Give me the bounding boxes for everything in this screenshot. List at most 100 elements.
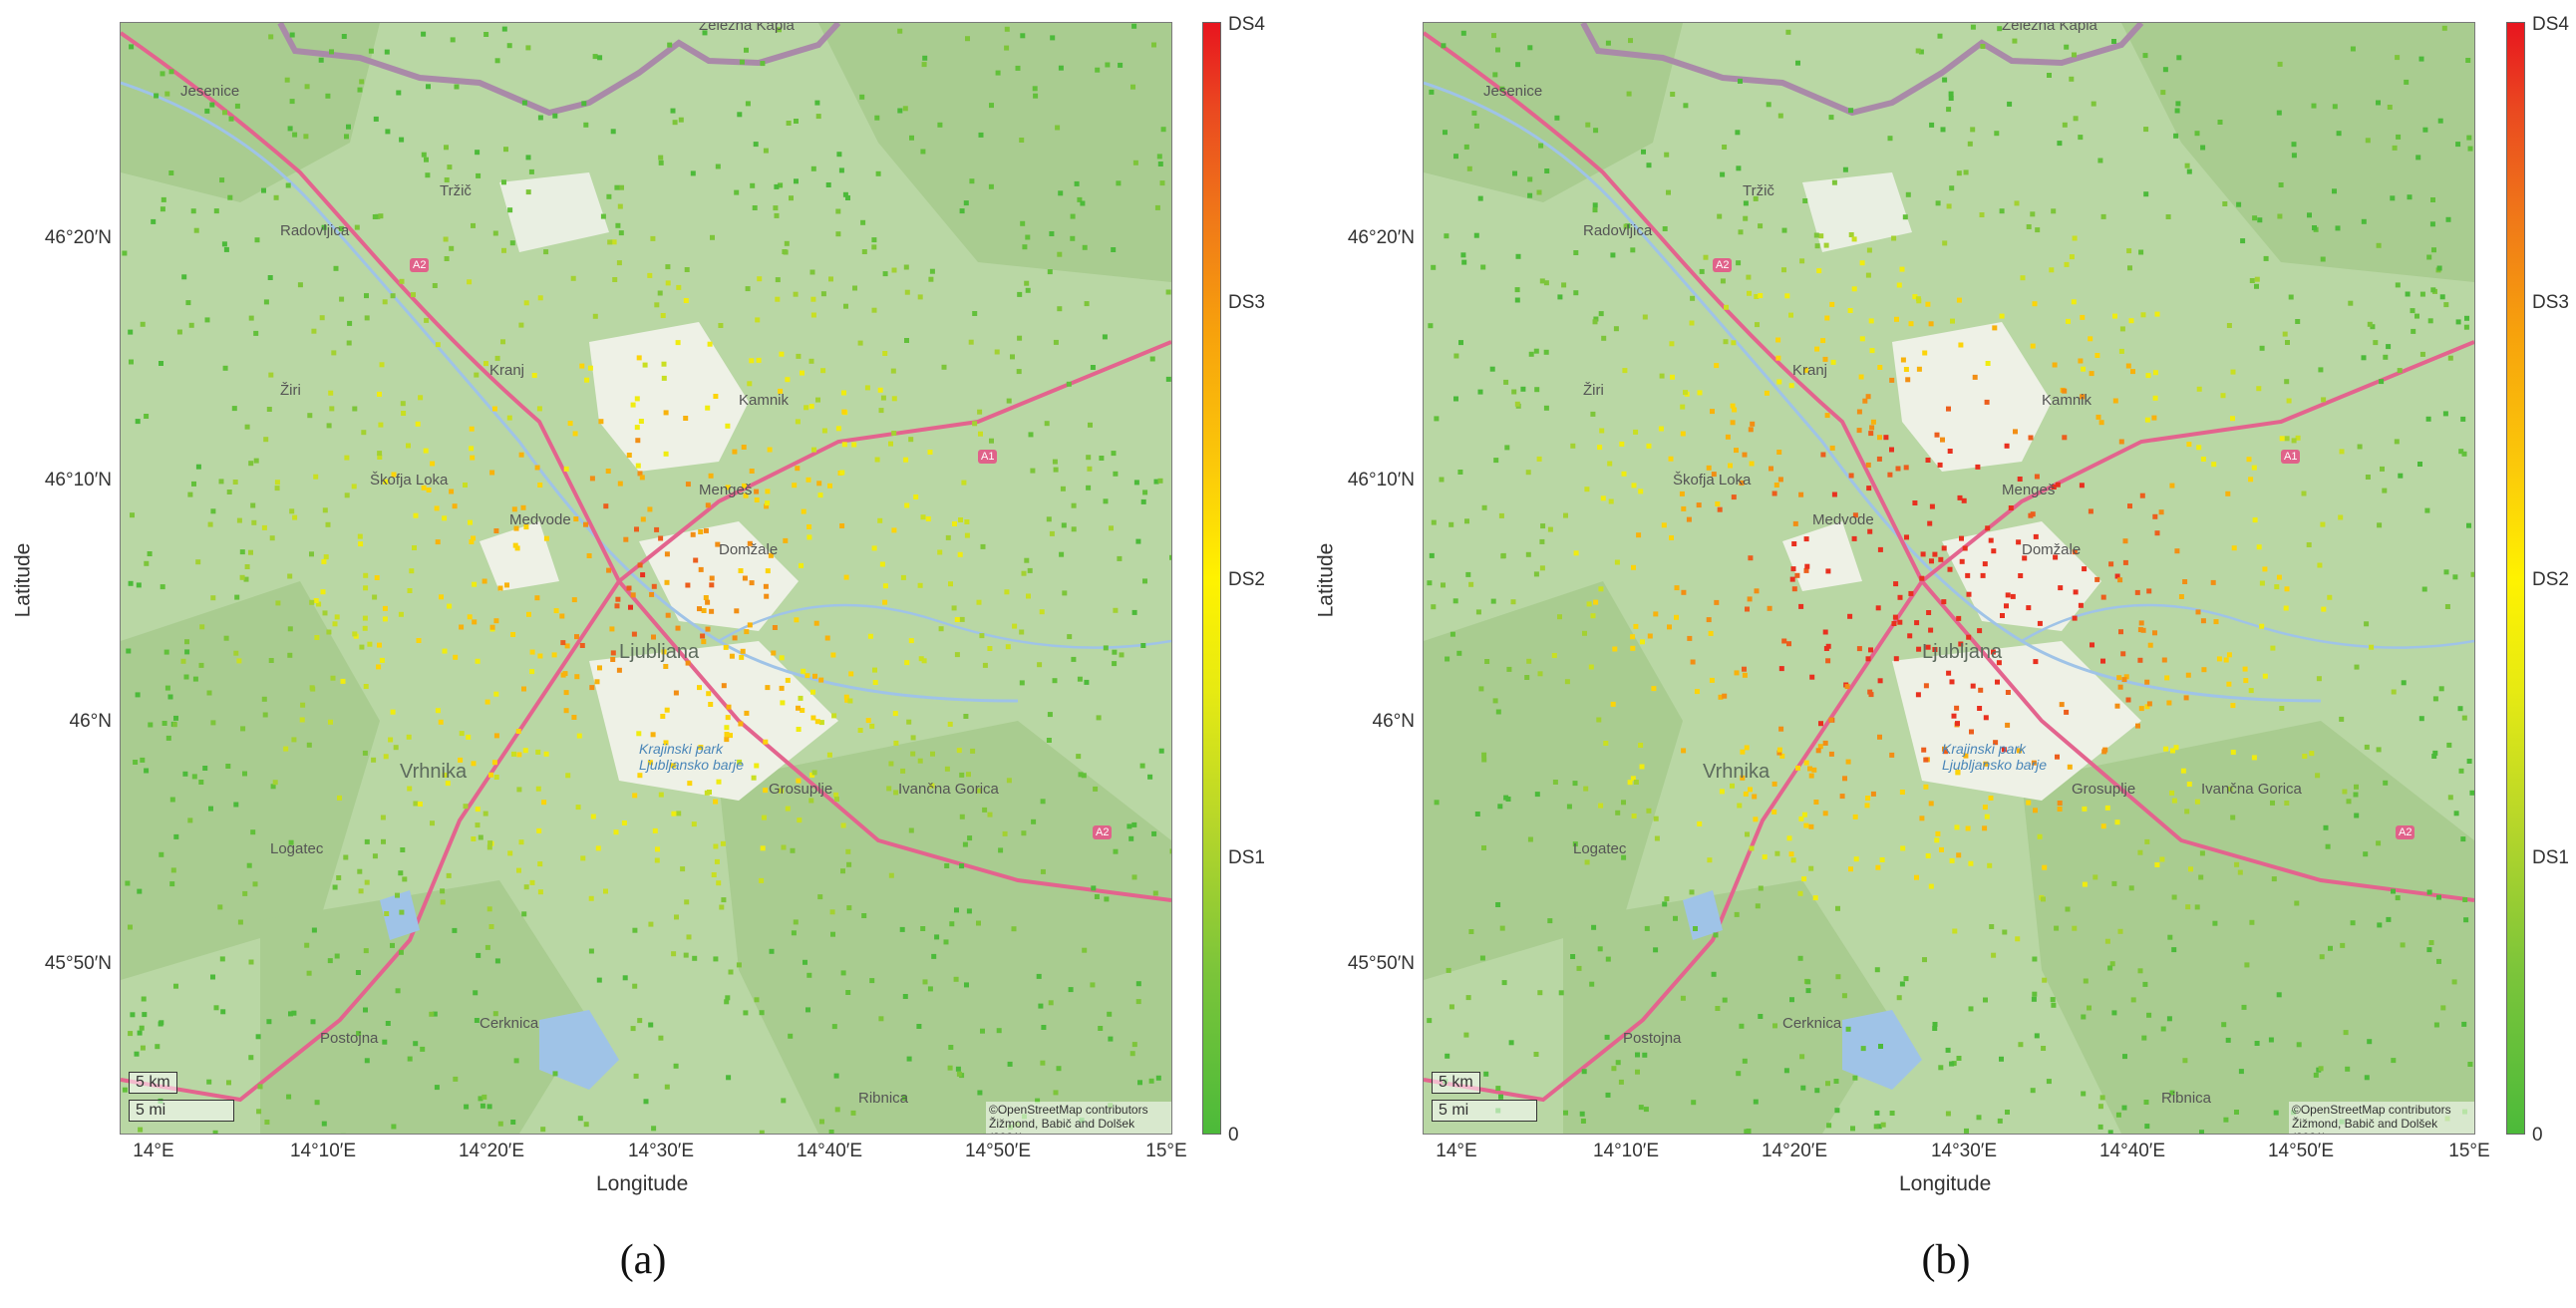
damage-cell: [2200, 618, 2206, 624]
damage-cell: [491, 406, 497, 412]
damage-cell: [2080, 394, 2086, 400]
damage-cell: [1631, 483, 1637, 489]
damage-cell: [2277, 213, 2283, 219]
damage-cell: [1771, 781, 1777, 787]
damage-cell: [463, 483, 468, 488]
damage-cell: [2249, 919, 2255, 925]
damage-cell: [701, 608, 707, 613]
damage-cell: [1968, 1006, 1974, 1012]
damage-cell: [963, 714, 969, 719]
damage-cell: [725, 485, 731, 490]
damage-cell: [489, 470, 495, 476]
damage-cell: [1766, 102, 1771, 108]
damage-cell: [925, 516, 931, 521]
damage-cell: [818, 677, 824, 683]
damage-cell: [931, 953, 937, 959]
damage-cell: [333, 265, 339, 271]
damage-cell: [963, 200, 969, 206]
damage-cell: [635, 438, 641, 444]
damage-cell: [274, 486, 280, 491]
damage-cell: [1428, 323, 1434, 329]
damage-cell: [1543, 349, 1549, 355]
damage-cell: [1742, 666, 1747, 672]
damage-cell: [583, 521, 588, 527]
damage-cell: [921, 62, 927, 68]
damage-cell: [1852, 1075, 1858, 1081]
damage-cell: [2426, 947, 2432, 953]
damage-cell: [1055, 125, 1061, 131]
damage-cell: [1046, 738, 1052, 743]
damage-cell: [1822, 356, 1828, 362]
damage-cell: [1798, 491, 1804, 497]
damage-cell: [169, 797, 175, 803]
damage-cell: [1551, 653, 1557, 658]
damage-cell: [2316, 676, 2322, 682]
damage-cell: [1889, 1111, 1895, 1116]
damage-cell: [1464, 518, 1469, 524]
damage-cell: [2361, 218, 2367, 224]
damage-cell: [1745, 831, 1750, 837]
damage-cell: [1816, 268, 1822, 274]
damage-cell: [2071, 299, 2077, 305]
damage-cell: [2037, 620, 2043, 626]
damage-cell: [303, 134, 309, 140]
damage-cell: [2042, 864, 2048, 870]
damage-cell: [1870, 791, 1876, 797]
damage-cell: [540, 1127, 546, 1133]
damage-cell: [2118, 629, 2123, 635]
damage-cell: [767, 447, 773, 453]
damage-cell: [1151, 830, 1157, 836]
damage-cell: [651, 583, 657, 589]
damage-cell: [1077, 196, 1083, 202]
damage-cell: [2122, 1054, 2127, 1060]
damage-cell: [1149, 356, 1155, 362]
damage-cell: [1015, 65, 1021, 71]
damage-cell: [306, 742, 312, 748]
damage-cell: [493, 733, 499, 739]
damage-cell: [239, 574, 245, 580]
damage-cell: [2466, 759, 2472, 764]
damage-cell: [1622, 368, 1628, 374]
damage-cell: [1477, 389, 1483, 395]
damage-cell: [665, 612, 671, 618]
damage-cell: [413, 1041, 419, 1047]
damage-cell: [1742, 672, 1748, 678]
damage-cell: [1875, 605, 1881, 611]
damage-cell: [2338, 514, 2344, 520]
damage-cell: [2318, 367, 2324, 373]
damage-cell: [1939, 846, 1944, 852]
damage-cell: [1983, 761, 1989, 767]
damage-cell: [2164, 675, 2170, 681]
damage-cell: [684, 267, 690, 272]
colorbar-tick-ds2-b: DS2: [2532, 569, 2569, 590]
damage-cell: [2033, 808, 2038, 814]
damage-cell: [1615, 1060, 1621, 1066]
damage-cell: [1127, 823, 1132, 829]
damage-cell: [2317, 562, 2323, 568]
damage-cell: [763, 583, 769, 589]
damage-cell: [399, 137, 405, 143]
damage-cell: [1740, 775, 1746, 781]
damage-cell: [2138, 249, 2144, 255]
damage-cell: [843, 303, 848, 309]
damage-cell: [1926, 610, 1932, 615]
damage-cell: [562, 671, 568, 677]
damage-cell: [734, 189, 740, 195]
damage-cell: [775, 296, 781, 302]
damage-cell: [632, 793, 638, 799]
damage-cell: [1584, 859, 1590, 865]
damage-cell: [1988, 796, 1994, 801]
damage-cell: [2152, 513, 2158, 519]
damage-cell: [761, 815, 767, 820]
damage-cell: [648, 1022, 654, 1028]
damage-cell: [2353, 792, 2359, 798]
damage-cell: [2008, 505, 2014, 510]
damage-cell: [1498, 512, 1504, 518]
damage-cell: [720, 840, 726, 846]
damage-cell: [362, 625, 368, 631]
damage-cell: [813, 620, 819, 626]
damage-cell: [142, 1012, 148, 1018]
damage-cell: [685, 482, 691, 488]
damage-cell: [1030, 468, 1036, 474]
lat-tick-46-20: 46°20′N: [44, 227, 112, 248]
